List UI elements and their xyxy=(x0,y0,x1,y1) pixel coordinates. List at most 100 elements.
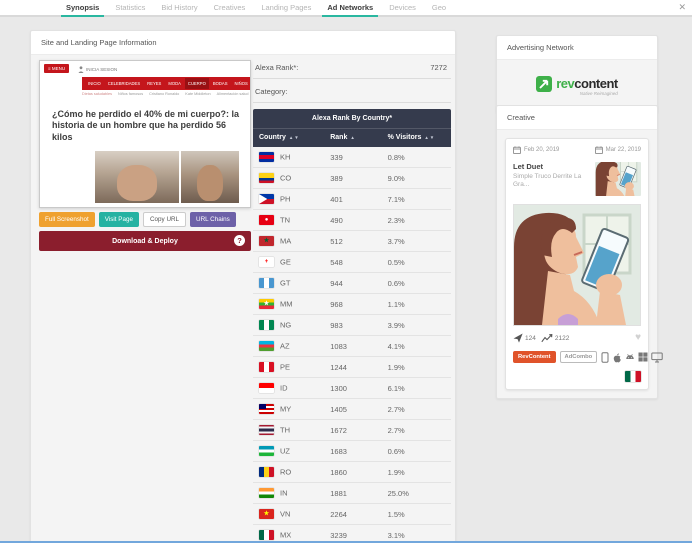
before-photo xyxy=(95,151,179,203)
rank-cell: 339 xyxy=(330,152,343,162)
mexico-flag-icon xyxy=(625,371,641,382)
table-row: MY 1405 2.7% xyxy=(253,399,451,420)
table-row: ★ VN 2264 1.5% xyxy=(253,504,451,525)
visitors-cell: 0.6% xyxy=(387,446,405,456)
creative-dates: Feb 20, 2019 Mar 22, 2019 xyxy=(513,146,641,154)
tab-statistics[interactable]: Statistics xyxy=(115,3,146,12)
tab-ad-networks[interactable]: Ad Networks xyxy=(322,0,379,17)
device-icons xyxy=(601,351,663,363)
landing-page-screenshot[interactable]: ≡ MENU INICIA SESION INICIO CELEBRIDADES R… xyxy=(39,60,251,208)
country-flag-icon xyxy=(259,194,274,204)
sends-value: 124 xyxy=(525,334,536,342)
badge-adcombo[interactable]: AdCombo xyxy=(559,351,598,363)
landing-sub-link[interactable]: Kate Middleton xyxy=(185,92,211,96)
country-flag-icon: + xyxy=(259,257,274,267)
alexa-rank-label: Alexa Rank*: xyxy=(255,63,299,72)
landing-nav-item[interactable]: MODA xyxy=(168,81,181,86)
trend-value: 2122 xyxy=(554,334,570,342)
table-row: ID 1300 6.1% xyxy=(253,378,451,399)
rank-cell: 512 xyxy=(330,236,343,246)
tab-synopsis[interactable]: Synopsis xyxy=(60,0,105,17)
visitors-cell: 25.0% xyxy=(387,488,409,498)
table-row: IN 1881 25.0% xyxy=(253,483,451,504)
table-column-headers: Country ▲▼ Rank ▲% Visitors ▲▼ xyxy=(253,128,451,147)
landing-session-link: INICIA SESION xyxy=(78,66,117,73)
badge-revcontent[interactable]: RevContent xyxy=(513,351,556,363)
ad-text-block: Let Duet Simple Truco Derrite La Gra... xyxy=(513,162,591,196)
landing-page-preview: ≡ MENU INICIA SESION INICIO CELEBRIDADES R… xyxy=(40,61,250,207)
help-icon[interactable]: ? xyxy=(234,235,245,246)
visitors-cell: 3.9% xyxy=(387,320,405,330)
landing-nav-item[interactable]: BODAS xyxy=(212,81,228,86)
sort-arrows-icon[interactable]: ▲▼ xyxy=(288,135,300,140)
rank-cell: 2264 xyxy=(330,509,347,519)
country-cell: ID xyxy=(253,383,328,393)
download-deploy-button[interactable]: Download & Deploy ? xyxy=(39,231,251,251)
landing-sub-link[interactable]: Niños famosos xyxy=(117,92,144,96)
country-cell: TH xyxy=(253,425,328,435)
rank-cell: 983 xyxy=(330,320,343,330)
favorite-heart-icon[interactable]: ♥ xyxy=(635,332,641,343)
table-row: TH 1672 2.7% xyxy=(253,420,451,441)
country-code: NG xyxy=(280,320,292,330)
desktop-icon xyxy=(651,352,663,363)
last-seen-date: Mar 22, 2019 xyxy=(594,146,641,154)
country-cell: KH xyxy=(253,152,328,162)
creative-panel-body: Feb 20, 2019 Mar 22, 2019 Let Duet Simpl… xyxy=(497,130,663,398)
tab-creatives[interactable]: Creatives xyxy=(213,3,246,12)
rank-cell: 3239 xyxy=(330,530,347,540)
column-header-country[interactable]: Country ▲▼ xyxy=(253,134,328,141)
table-row: AZ 1083 4.1% xyxy=(253,336,451,357)
column-label: Country xyxy=(259,134,286,141)
panel-title: Site and Landing Page Information xyxy=(31,31,455,55)
country-cell: ★ MM xyxy=(253,299,328,309)
country-cell: PE xyxy=(253,362,328,372)
visitors-cell: 1.5% xyxy=(387,509,405,519)
tab-landing-pages[interactable]: Landing Pages xyxy=(261,3,312,12)
category-row: Category: xyxy=(253,79,451,103)
action-button-full-screenshot[interactable]: Full Screenshot xyxy=(39,212,95,227)
country-cell: GT xyxy=(253,278,328,288)
landing-nav-item[interactable]: REYES xyxy=(147,81,162,86)
table-row: GT 944 0.6% xyxy=(253,273,451,294)
tab-geo[interactable]: Geo xyxy=(431,3,447,12)
revcontent-arrow-icon xyxy=(536,75,553,92)
country-cell: MX xyxy=(253,530,328,540)
table-row: + GE 548 0.5% xyxy=(253,252,451,273)
country-flag-icon xyxy=(259,278,274,288)
table-row: PE 1244 1.9% xyxy=(253,357,451,378)
action-button-url-chains[interactable]: URL Chains xyxy=(190,212,236,227)
landing-nav-item[interactable]: CUERPO xyxy=(184,78,209,89)
creative-main-image xyxy=(513,204,641,326)
landing-menu-button: ≡ MENU xyxy=(44,64,70,73)
advertising-network-panel: Advertising Network revcontent Native Re… xyxy=(496,35,658,113)
landing-sub-link[interactable]: Cristiano Ronaldo xyxy=(149,92,180,96)
landing-nav-item[interactable]: NIÑOS xyxy=(234,81,248,86)
visitors-cell: 1.9% xyxy=(387,362,405,372)
column-header-rank[interactable]: Rank ▲ xyxy=(328,134,387,141)
table-row: ★ MA 512 3.7% xyxy=(253,231,451,252)
creative-thumb-image xyxy=(595,162,641,196)
action-button-copy-url[interactable]: Copy URL xyxy=(143,212,187,227)
alexa-rank-section: Alexa Rank*: 7272 Category: Alexa Rank B… xyxy=(253,55,451,545)
close-icon[interactable]: ✕ xyxy=(678,2,686,12)
landing-nav-item[interactable]: INICIO xyxy=(88,81,101,86)
sort-arrows-icon[interactable]: ▲ xyxy=(350,135,356,140)
landing-sub-link[interactable]: Dietas saludables xyxy=(82,92,112,96)
visitors-cell: 0.5% xyxy=(387,257,405,267)
action-button-visit-page[interactable]: Visit Page xyxy=(98,212,139,227)
landing-sub-link[interactable]: Alimentación salud xyxy=(216,92,249,96)
country-code: MY xyxy=(280,404,292,414)
country-code: GE xyxy=(280,257,291,267)
column-header-visitors[interactable]: % Visitors ▲▼ xyxy=(388,134,451,141)
tab-bid-history[interactable]: Bid History xyxy=(161,3,198,12)
ad-preview-row: Let Duet Simple Truco Derrite La Gra... xyxy=(513,162,641,196)
country-flag-icon xyxy=(259,446,274,456)
first-seen-value: Feb 20, 2019 xyxy=(524,147,560,153)
country-flag-icon: ★ xyxy=(259,236,274,246)
country-cell: NG xyxy=(253,320,328,330)
tab-devices[interactable]: Devices xyxy=(389,3,416,12)
table-row: ● TN 490 2.3% xyxy=(253,210,451,231)
sort-arrows-icon[interactable]: ▲▼ xyxy=(424,135,436,140)
landing-nav-item[interactable]: CELEBRIDADES xyxy=(107,81,141,86)
